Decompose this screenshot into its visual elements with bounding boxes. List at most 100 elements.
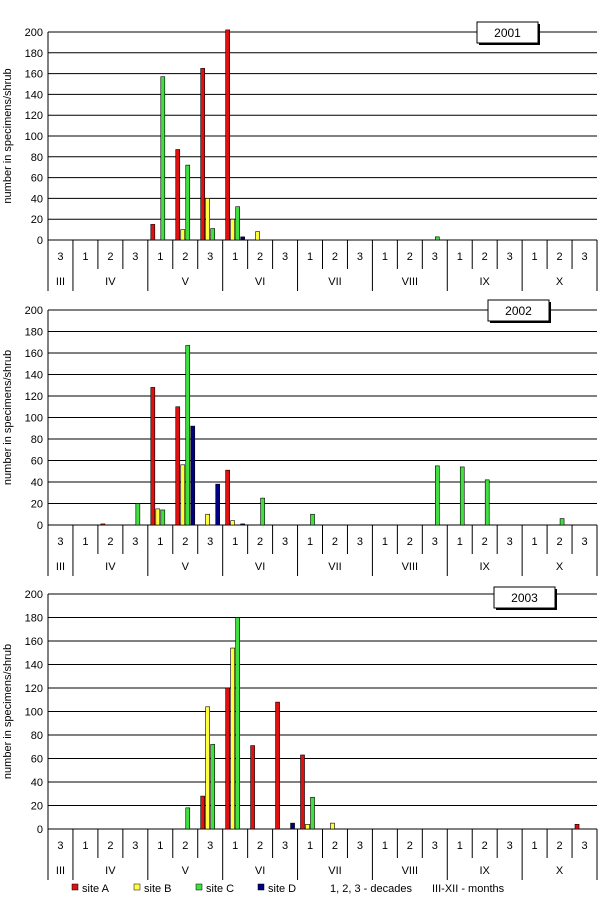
bar-site-c — [210, 228, 216, 241]
bar-site-c — [434, 236, 440, 241]
legend-label: site A — [82, 883, 110, 895]
y-tick-label: 80 — [31, 434, 43, 446]
decade-label: 2 — [482, 536, 488, 548]
y-tick-label: 160 — [25, 348, 43, 360]
decade-label: 1 — [307, 536, 313, 548]
decade-label: 3 — [57, 536, 63, 548]
decade-label: 1 — [232, 840, 238, 852]
y-axis-label: number in specimens/shrub — [2, 350, 14, 485]
bar-site-d — [240, 523, 245, 526]
bar-site-b — [180, 229, 186, 241]
y-tick-label: 120 — [25, 110, 43, 122]
bar-site-d — [240, 236, 245, 241]
decade-label: 3 — [507, 251, 513, 263]
bar-site-b — [180, 464, 186, 526]
decade-label: 3 — [581, 536, 587, 548]
title-box — [476, 21, 539, 44]
y-tick-label: 0 — [37, 235, 43, 247]
y-tick-label: 40 — [31, 777, 43, 789]
bar-site-c — [235, 206, 240, 241]
y-tick-label: 20 — [31, 214, 43, 226]
y-tick-label: 140 — [25, 660, 43, 672]
decade-label: 2 — [107, 251, 113, 263]
bar-site-a — [150, 387, 156, 526]
decade-label: 3 — [357, 251, 363, 263]
chart-2001: 0 20 40 60 80 100 120 140 160 180 200 number in spe… — [2, 21, 598, 291]
y-tick-label: 0 — [37, 520, 43, 532]
month-label: X — [556, 561, 564, 573]
legend-label: site B — [144, 883, 172, 895]
month-label: III — [56, 865, 65, 877]
month-label: III — [56, 276, 65, 288]
decade-label: 1 — [307, 251, 313, 263]
bar-site-c — [185, 807, 191, 830]
month-label: VIII — [402, 865, 419, 877]
bar-site-c — [459, 466, 465, 526]
title-box — [487, 299, 550, 322]
decade-label: 2 — [407, 251, 413, 263]
decade-label: 1 — [232, 251, 238, 263]
y-tick-label: 100 — [25, 413, 43, 425]
chart-2002: 0 20 40 60 80 100 120 140 160 180 200 number in spe… — [2, 299, 598, 576]
bar-site-a — [225, 687, 230, 830]
legend-swatch — [71, 883, 79, 891]
title-box — [493, 586, 556, 609]
bar-site-d — [215, 483, 221, 526]
decade-label: 2 — [182, 251, 188, 263]
decade-label: 1 — [532, 840, 538, 852]
month-label: VII — [328, 561, 341, 573]
month-label: X — [556, 276, 564, 288]
decade-label: 3 — [282, 840, 288, 852]
y-tick-label: 80 — [31, 152, 43, 164]
y-tick-label: 40 — [31, 477, 43, 489]
decade-label: 1 — [457, 536, 463, 548]
month-label: VII — [328, 865, 341, 877]
legend-swatch — [133, 883, 141, 891]
chart-title: 2002 — [505, 304, 532, 318]
decade-label: 3 — [132, 251, 138, 263]
month-label: V — [182, 561, 190, 573]
month-label: VIII — [402, 276, 419, 288]
legend-note-decades: 1, 2, 3 - decades — [330, 883, 412, 895]
month-label: X — [556, 865, 564, 877]
bar-site-b — [230, 218, 235, 241]
decade-label: 1 — [307, 840, 313, 852]
y-tick-label: 140 — [25, 370, 43, 382]
bar-site-a — [100, 523, 106, 526]
decade-label: 3 — [57, 251, 63, 263]
decade-label: 1 — [157, 840, 163, 852]
bar-site-c — [310, 513, 315, 526]
decade-label: 2 — [107, 536, 113, 548]
legend: site A site B site C site D 1, 2, 3 - decade… — [71, 883, 505, 895]
y-tick-label: 140 — [25, 89, 43, 101]
y-tick-label: 60 — [31, 754, 43, 766]
y-tick-label: 100 — [25, 707, 43, 719]
decade-label: 2 — [407, 536, 413, 548]
y-tick-label: 200 — [25, 305, 43, 317]
decade-label: 1 — [532, 536, 538, 548]
legend-label: site C — [206, 883, 234, 895]
decade-label: 2 — [482, 840, 488, 852]
bar-site-a — [200, 68, 206, 241]
decade-label: 1 — [532, 251, 538, 263]
y-tick-label: 200 — [25, 27, 43, 39]
bar-site-c — [310, 796, 315, 830]
y-tick-label: 200 — [25, 589, 43, 601]
decade-label: 2 — [182, 840, 188, 852]
decade-label: 1 — [82, 251, 88, 263]
y-tick-label: 180 — [25, 613, 43, 625]
decade-label: 2 — [332, 251, 338, 263]
bar-site-b — [205, 706, 211, 830]
month-label: VII — [328, 276, 341, 288]
decade-label: 3 — [132, 536, 138, 548]
month-label: V — [182, 276, 190, 288]
bar-site-b — [330, 822, 335, 830]
decade-label: 3 — [432, 840, 438, 852]
month-label: VIII — [402, 561, 419, 573]
bar-site-a — [250, 745, 255, 830]
bar-site-c — [434, 465, 440, 526]
decade-label: 2 — [107, 840, 113, 852]
bar-site-a — [200, 795, 206, 830]
decade-label: 3 — [57, 840, 63, 852]
y-tick-label: 120 — [25, 683, 43, 695]
